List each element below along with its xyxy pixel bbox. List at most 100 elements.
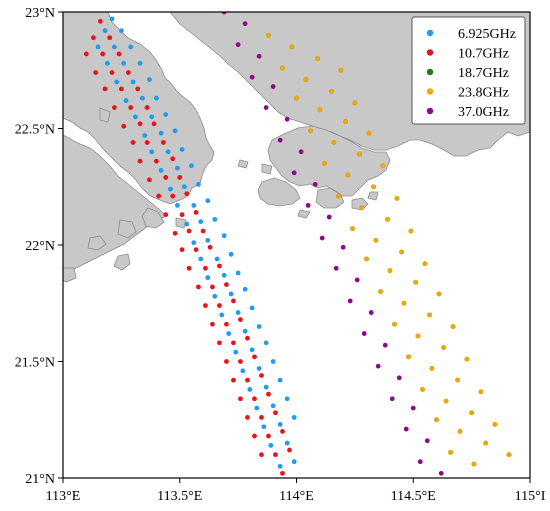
point-6925ghz — [212, 216, 218, 222]
point-37-0ghz — [256, 53, 262, 59]
point-37-0ghz — [277, 137, 283, 143]
point-6925ghz — [172, 128, 178, 134]
y-tick-label: 22.5°N — [15, 123, 55, 138]
point-10-7ghz — [130, 140, 136, 145]
point-6925ghz — [205, 237, 211, 243]
island-chain-4 — [113, 253, 131, 271]
point-10-7ghz — [196, 284, 201, 290]
point-23-8ghz — [434, 417, 439, 423]
point-23-8ghz — [441, 345, 447, 350]
point-10-7ghz — [207, 244, 213, 250]
point-6925ghz — [277, 377, 283, 383]
island-chain-3 — [87, 235, 107, 251]
point-23-8ghz — [420, 387, 425, 392]
point-23-8ghz — [406, 354, 411, 360]
legend-label: 10.7GHz — [458, 47, 509, 62]
point-10-7ghz — [137, 158, 143, 164]
point-6925ghz — [256, 366, 262, 371]
point-23-8ghz — [266, 32, 271, 38]
point-10-7ghz — [154, 158, 159, 164]
y-tick-label: 23°N — [25, 6, 55, 21]
point-10-7ghz — [217, 340, 222, 346]
point-6925ghz — [240, 368, 246, 374]
point-10-7ghz — [266, 433, 271, 439]
point-6925ghz — [242, 328, 248, 334]
point-10-7ghz — [193, 247, 199, 253]
point-10-7ghz — [186, 265, 192, 271]
point-23-8ghz — [343, 119, 348, 124]
y-tick-label: 21.5°N — [15, 356, 55, 371]
point-10-7ghz — [170, 193, 176, 199]
point-10-7ghz — [186, 228, 192, 234]
point-10-7ghz — [203, 303, 208, 308]
point-6925ghz — [184, 221, 190, 227]
point-10-7ghz — [238, 317, 243, 322]
point-10-7ghz — [118, 86, 124, 92]
point-10-7ghz — [170, 156, 176, 162]
x-tick-label: 114°E — [279, 489, 314, 504]
point-6925ghz — [233, 349, 239, 355]
point-23-8ghz — [401, 300, 407, 306]
point-10-7ghz — [107, 35, 113, 41]
x-tick-label: 113.5°E — [157, 489, 202, 504]
point-6925ghz — [212, 293, 218, 299]
island-small-6 — [297, 209, 311, 219]
point-6925ghz — [146, 77, 152, 82]
point-6925ghz — [249, 347, 255, 353]
point-6925ghz — [268, 442, 274, 448]
point-6925ghz — [109, 16, 115, 22]
point-6925ghz — [128, 44, 134, 50]
point-10-7ghz — [273, 410, 278, 416]
point-10-7ghz — [245, 335, 250, 341]
point-10-7ghz — [238, 396, 243, 402]
point-6925ghz — [95, 44, 101, 50]
point-10-7ghz — [177, 175, 183, 180]
point-6925ghz — [182, 184, 187, 190]
point-23-8ghz — [464, 356, 470, 362]
point-10-7ghz — [83, 51, 89, 57]
point-10-7ghz — [97, 18, 103, 24]
point-6925ghz — [102, 28, 108, 34]
point-23-8ghz — [422, 261, 428, 267]
point-23-8ghz — [408, 228, 414, 234]
point-6925ghz — [205, 198, 211, 204]
point-6925ghz — [270, 403, 276, 409]
sample-points-layer — [83, 12, 512, 476]
island-small-3 — [237, 159, 249, 169]
mainland-west — [63, 12, 215, 205]
point-37-0ghz — [361, 331, 367, 336]
point-23-8ghz — [394, 196, 400, 201]
point-10-7ghz — [280, 429, 285, 434]
point-37-0ghz — [312, 182, 318, 187]
point-37-0ghz — [389, 396, 395, 402]
point-10-7ghz — [193, 209, 199, 215]
point-23-8ghz — [322, 161, 327, 166]
point-37-0ghz — [347, 298, 353, 304]
point-23-8ghz — [359, 205, 365, 211]
island-small-4 — [261, 163, 273, 175]
point-6925ghz — [196, 182, 201, 187]
point-10-7ghz — [93, 70, 99, 75]
island-chain-5 — [63, 267, 77, 283]
point-10-7ghz — [259, 415, 264, 420]
axis-ticks: 113°E 113.5°E 114°E 114.5°E 115°I 23°N 22.5°N 2… — [15, 6, 546, 504]
point-6925ghz — [163, 112, 169, 117]
legend-box — [411, 16, 526, 125]
point-6925ghz — [149, 114, 155, 120]
island-small-1 — [99, 107, 111, 123]
point-23-8ghz — [352, 100, 358, 106]
point-10-7ghz — [146, 177, 152, 183]
legend-marker — [426, 49, 434, 56]
point-6925ghz — [284, 396, 290, 402]
legend-marker — [426, 29, 434, 37]
point-6925ghz — [130, 79, 136, 85]
point-23-8ghz — [399, 249, 404, 255]
point-6925ghz — [214, 256, 220, 262]
point-10-7ghz — [224, 321, 229, 327]
point-6925ghz — [235, 310, 241, 315]
point-6925ghz — [198, 256, 204, 262]
point-6925ghz — [179, 147, 185, 152]
point-23-8ghz — [455, 377, 461, 383]
point-6925ghz — [158, 130, 164, 136]
point-6925ghz — [168, 186, 173, 192]
